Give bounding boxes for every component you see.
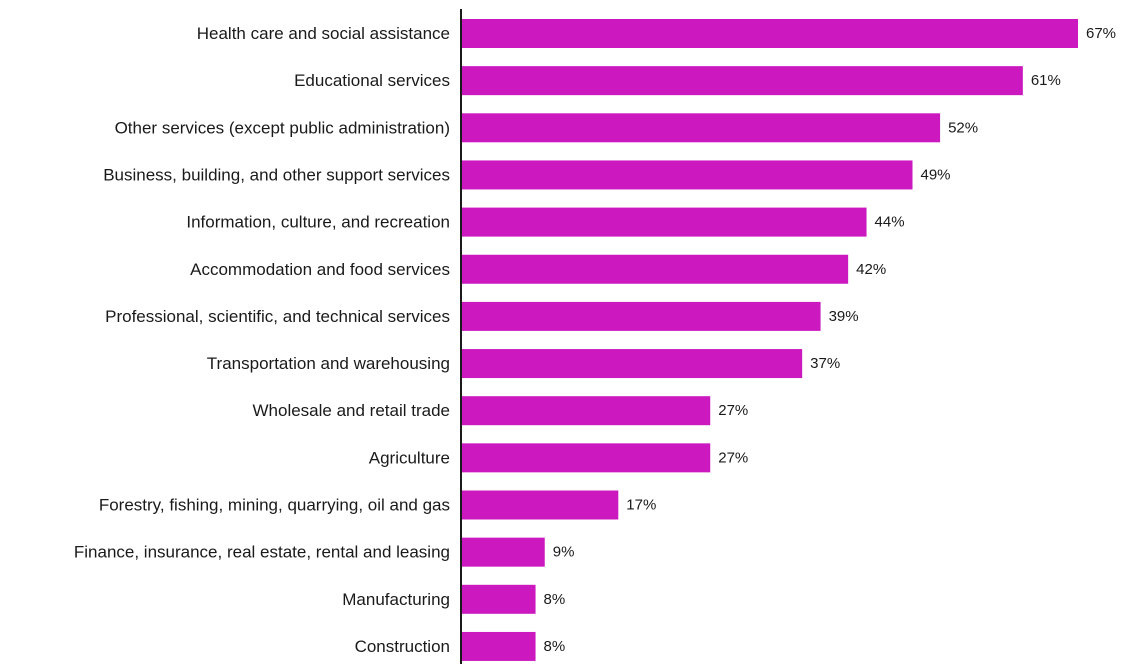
category-label: Manufacturing	[342, 590, 450, 609]
category-label: Construction	[355, 637, 450, 656]
value-labels: 67% 61% 52% 49% 44% 42% 39% 37% 27% 27% 17% 9% 8% 8%	[544, 25, 1116, 655]
value-label: 27%	[718, 402, 748, 419]
bar	[462, 490, 619, 520]
bar	[462, 254, 849, 284]
category-label: Accommodation and food services	[190, 260, 450, 279]
bar	[462, 66, 1023, 96]
bar	[462, 349, 803, 379]
value-label: 8%	[544, 591, 566, 608]
bar	[462, 207, 867, 237]
bar	[462, 19, 1078, 48]
value-label: 8%	[544, 638, 566, 655]
value-label: 44%	[875, 214, 905, 231]
category-label: Health care and social assistance	[197, 24, 450, 43]
bar	[462, 631, 536, 661]
bar	[462, 537, 545, 567]
bars	[462, 19, 1078, 661]
value-label: 42%	[856, 261, 886, 278]
category-label: Agriculture	[369, 448, 450, 467]
bar	[462, 113, 941, 143]
value-label: 17%	[626, 497, 656, 514]
bar	[462, 301, 821, 331]
category-label: Forestry, fishing, mining, quarrying, oi…	[99, 496, 450, 515]
value-label: 9%	[553, 544, 575, 561]
bar	[462, 396, 711, 426]
bar	[462, 160, 913, 190]
value-label: 37%	[810, 355, 840, 372]
value-label: 52%	[948, 119, 978, 136]
category-labels: Health care and social assistance Educati…	[74, 24, 450, 656]
bar	[462, 584, 536, 614]
category-label: Information, culture, and recreation	[186, 213, 450, 232]
bar	[462, 443, 711, 473]
category-label: Professional, scientific, and technical …	[105, 307, 450, 326]
value-label: 27%	[718, 449, 748, 466]
category-label: Wholesale and retail trade	[252, 401, 450, 420]
value-label: 61%	[1031, 72, 1061, 89]
value-label: 39%	[829, 308, 859, 325]
value-label: 49%	[921, 166, 951, 183]
category-label: Finance, insurance, real estate, rental …	[74, 543, 450, 562]
category-label: Other services (except public administra…	[115, 118, 450, 137]
value-label: 67%	[1086, 25, 1116, 42]
category-label: Educational services	[294, 71, 450, 90]
category-label: Business, building, and other support se…	[103, 165, 450, 184]
category-label: Transportation and warehousing	[207, 354, 450, 373]
